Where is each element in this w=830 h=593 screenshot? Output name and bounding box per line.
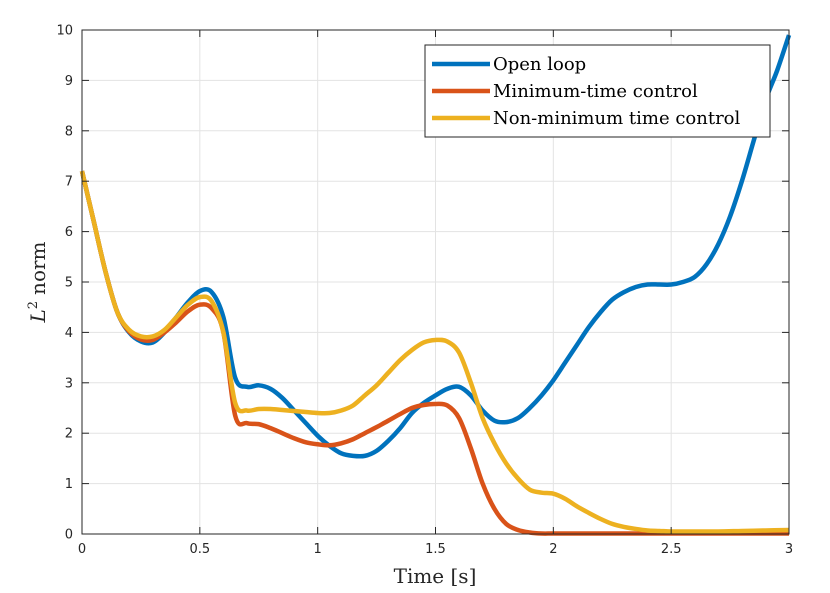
- legend-label-open-loop: Open loop: [493, 54, 586, 75]
- y-axis-label-main: L: [26, 309, 50, 323]
- y-tick-label: 1: [65, 477, 73, 492]
- series-line-non-minimum-time-control: [79, 170, 790, 534]
- x-tick-label: 1: [314, 542, 322, 557]
- y-tick-label: 0: [65, 528, 73, 543]
- tick-labels: 0 0.5 1 1.5 2 2.5 3 0 1 2 3 4 5 6 7 8 9 10: [56, 24, 793, 558]
- x-tick-label: 3: [785, 542, 793, 557]
- y-axis-label-rest: norm: [26, 241, 50, 294]
- y-tick-label: 9: [65, 74, 73, 89]
- y-tick-label: 3: [65, 376, 73, 391]
- legend: Open loop Minimum-time control Non-minim…: [424, 44, 771, 138]
- y-tick-label: 8: [65, 124, 73, 139]
- y-axis-label: L2 norm: [26, 241, 50, 323]
- legend-label-non-minimum-time-control: Non-minimum time control: [493, 108, 741, 129]
- y-tick-label: 10: [56, 24, 73, 39]
- x-axis-label: Time [s]: [394, 564, 477, 588]
- y-tick-label: 4: [65, 326, 73, 341]
- y-tick-label: 5: [65, 276, 73, 291]
- y-axis-label-superscript: 2: [26, 301, 41, 309]
- axis-ticks: [81, 29, 790, 535]
- x-tick-label: 1.5: [425, 542, 446, 557]
- x-tick-label: 0: [78, 542, 86, 557]
- y-tick-label: 2: [65, 427, 73, 442]
- y-tick-label: 6: [65, 225, 73, 240]
- legend-label-minimum-time-control: Minimum-time control: [493, 81, 698, 102]
- x-tick-label: 2.5: [661, 542, 682, 557]
- x-tick-label: 0.5: [189, 542, 210, 557]
- y-tick-label: 7: [65, 175, 73, 190]
- series-line-open-loop: [79, 34, 792, 459]
- x-tick-label: 2: [549, 542, 557, 557]
